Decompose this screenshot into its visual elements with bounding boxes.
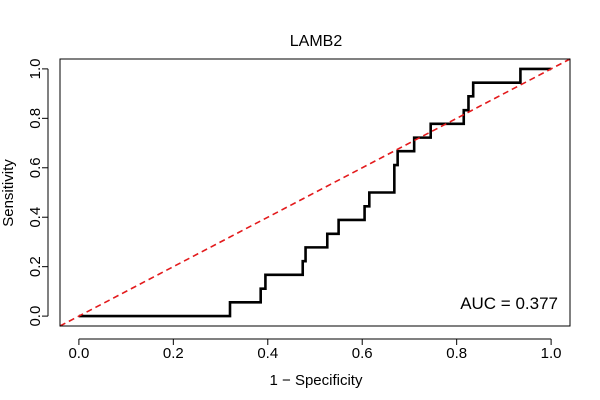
x-tick-label: 0.2 <box>163 345 184 362</box>
auc-annotation: AUC = 0.377 <box>460 294 558 313</box>
chart-title: LAMB2 <box>290 33 343 50</box>
roc-curve-line <box>78 67 552 318</box>
plot-marks <box>59 58 571 327</box>
plot-frame <box>59 58 571 327</box>
x-tick-label: 1.0 <box>541 345 562 362</box>
reference-diagonal-line <box>59 58 571 327</box>
y-tick-label: 0.0 <box>27 306 44 327</box>
x-axis-title: 1 − Specificity <box>270 372 363 389</box>
x-tick-label: 0.0 <box>68 345 89 362</box>
y-tick-label: 0.6 <box>27 157 44 178</box>
x-tick-label: 0.8 <box>446 345 467 362</box>
y-tick-label: 0.8 <box>27 108 44 129</box>
y-axis-title: Sensitivity <box>0 159 17 227</box>
y-axis: 0.0 0.2 0.4 0.6 0.8 1.0 <box>27 58 49 327</box>
y-tick-label: 0.2 <box>27 256 44 277</box>
y-tick-label: 0.4 <box>27 207 44 228</box>
x-tick-label: 0.6 <box>352 345 373 362</box>
x-tick-label: 0.4 <box>257 345 278 362</box>
y-tick-label: 1.0 <box>27 58 44 79</box>
x-axis: 0.0 0.2 0.4 0.6 0.8 1.0 <box>68 338 562 362</box>
